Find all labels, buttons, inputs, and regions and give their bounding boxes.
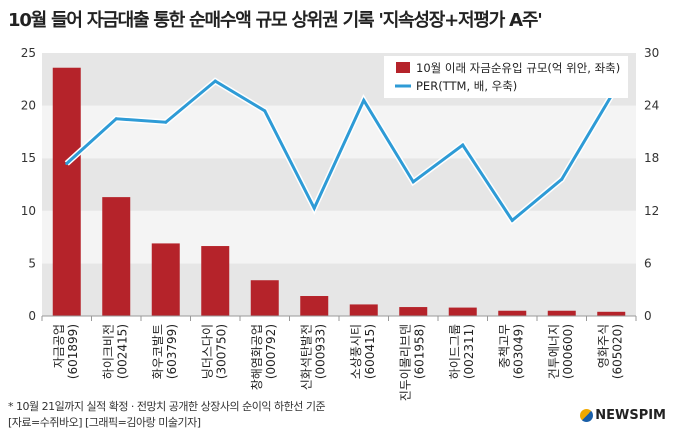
x-tick-label: (002415)	[115, 324, 129, 379]
line-point	[114, 117, 118, 121]
x-tick-label: (002311)	[462, 324, 476, 379]
line-point	[362, 98, 366, 102]
y-right-tick: 24	[644, 99, 659, 113]
line-point	[411, 180, 415, 184]
x-tick-label: (603049)	[511, 324, 525, 379]
bar	[201, 246, 230, 316]
bar	[399, 307, 428, 316]
x-tick-label: (600415)	[363, 324, 377, 379]
line-point	[164, 120, 168, 124]
bar	[448, 307, 477, 316]
logo-icon	[580, 409, 594, 422]
x-tick-label: 건투에너지	[547, 324, 561, 379]
chart-title: 10월 들어 자금대출 통한 순매수액 규모 상위권 기록 '지속성장+저평가 …	[8, 10, 543, 31]
x-tick-label: 하이드그룹	[448, 324, 462, 379]
y-left-tick: 20	[21, 99, 36, 113]
bar	[498, 310, 527, 316]
x-tick-label: (601958)	[412, 324, 426, 379]
y-right-tick: 18	[644, 151, 659, 165]
source: [자료=수쥐바오] [그래픽=김아랑 미술기자]	[8, 416, 201, 429]
bar	[102, 197, 131, 316]
legend-box	[384, 56, 628, 98]
legend-line-label: PER(TTM, 배, 우축)	[416, 79, 517, 93]
x-tick-label: 진두이몰리브덴	[398, 324, 412, 401]
line-point	[213, 79, 217, 83]
x-tick-label: 닝더스다이	[200, 324, 214, 379]
per-line	[65, 79, 613, 223]
x-tick-label: 하이크비전	[101, 324, 115, 379]
line-point	[510, 218, 514, 222]
footnote: * 10월 21일까지 실적 확정 · 전망치 공개한 상장사의 순이익 하한선…	[8, 400, 326, 413]
x-tick-label: 소상풍시티	[349, 324, 363, 379]
grid-band	[42, 263, 636, 316]
legend: 10월 이래 자금순유입 규모(억 위안, 좌축) PER(TTM, 배, 우축)	[384, 56, 628, 98]
bar	[349, 304, 378, 316]
x-tick-label: 중책고무	[496, 324, 511, 368]
y-right-tick: 6	[644, 256, 652, 270]
newspim-logo: NEWSPIM	[580, 408, 666, 423]
y-right-tick: 0	[644, 309, 652, 323]
y-left-tick: 5	[28, 256, 36, 270]
x-tick-label: (000933)	[313, 324, 327, 379]
x-tick-label: (605020)	[610, 324, 624, 379]
x-tick-label: (300750)	[214, 324, 228, 379]
bar	[250, 280, 279, 316]
x-tick-label: 자금공업	[52, 324, 66, 368]
x-tick-label: (601899)	[66, 324, 80, 379]
bar	[52, 67, 81, 316]
line-point	[312, 206, 316, 210]
grid-band	[42, 210, 636, 264]
x-tick-label: 영화주식	[596, 324, 610, 368]
x-tick-label: (000600)	[561, 324, 575, 379]
line-point	[560, 177, 564, 181]
grid-band	[42, 158, 636, 211]
y-right-tick: 30	[644, 46, 659, 60]
legend-bar-label: 10월 이래 자금순유입 규모(억 위안, 좌축)	[416, 61, 620, 75]
bar	[547, 310, 576, 316]
x-tick-label: 신화석탄발전	[299, 324, 313, 390]
x-tick-label: (000792)	[264, 324, 278, 379]
line-point	[65, 161, 69, 165]
legend-bar-swatch	[396, 62, 410, 73]
line-point	[263, 109, 267, 113]
y-left-tick: 25	[21, 46, 36, 60]
x-tick-label: 화우코발트	[151, 324, 165, 379]
y-left-tick: 10	[21, 204, 36, 218]
y-left-tick: 15	[21, 151, 36, 165]
x-tick-label: 창해염화공업	[250, 324, 264, 390]
y-right-tick: 12	[644, 204, 659, 218]
x-tick-label: (603799)	[165, 324, 179, 379]
bar	[597, 311, 626, 316]
line-point	[461, 143, 465, 147]
bar	[300, 296, 329, 316]
bar	[151, 243, 180, 316]
y-left-tick: 0	[28, 309, 36, 323]
